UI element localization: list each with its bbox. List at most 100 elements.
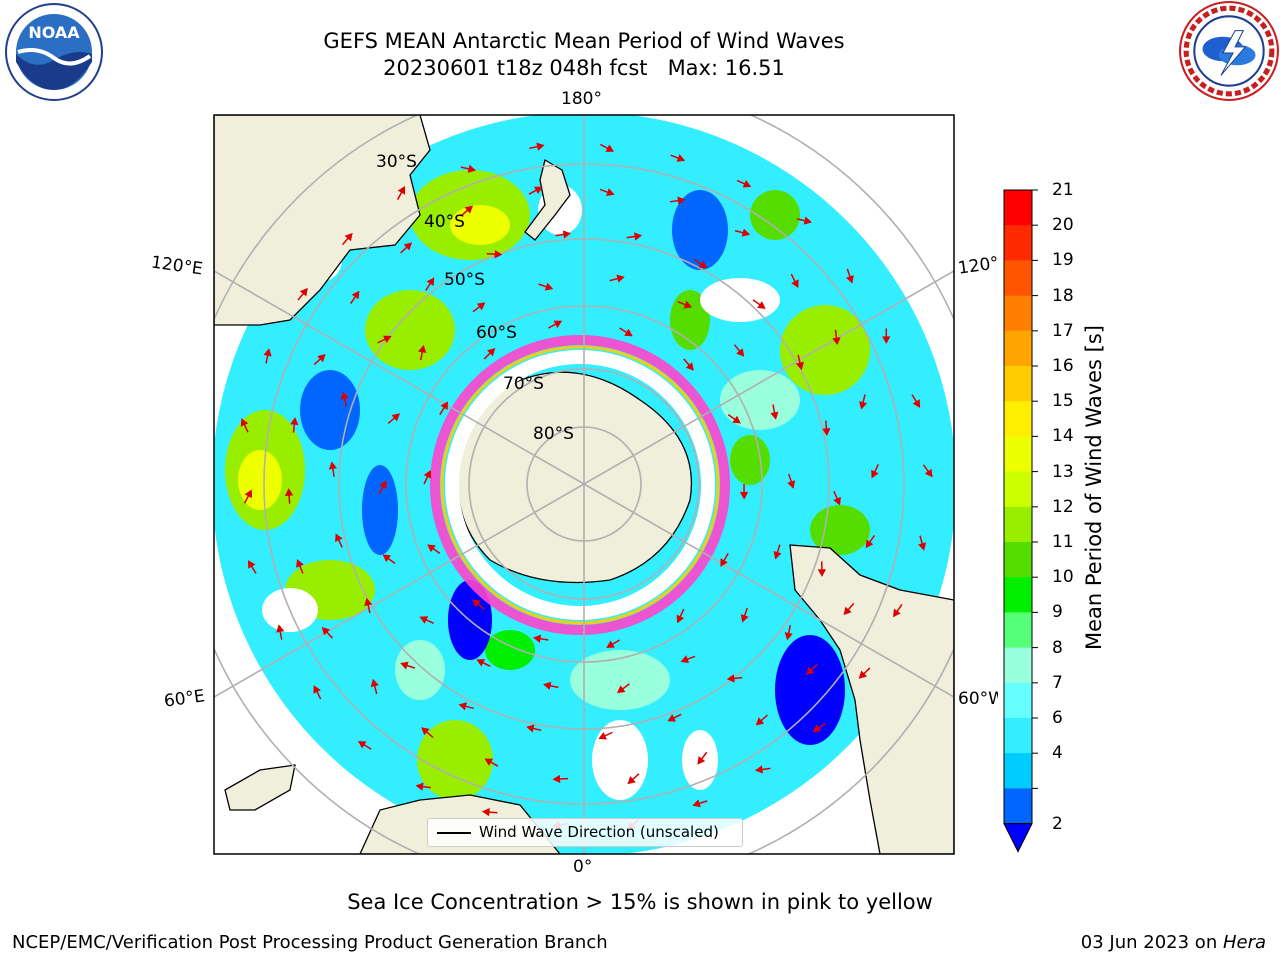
- colorbar-tick-label: 11: [1052, 532, 1074, 552]
- wave-arrow-head: [817, 569, 827, 577]
- latitude-label-80s: 80°S: [533, 424, 574, 444]
- wave-arrow-head: [754, 765, 764, 774]
- colorbar-tick-label: 12: [1052, 496, 1074, 517]
- colorbar-bin: [1004, 506, 1032, 543]
- wave-arrow-head: [865, 539, 874, 549]
- colorbar-tick-label: 6: [1052, 708, 1063, 728]
- wave-arrow-head: [732, 415, 741, 424]
- graticule: [214, 115, 954, 854]
- colorbar-bin: [1004, 612, 1032, 649]
- wave-arrow-head: [328, 461, 337, 470]
- colorbar-bin: [1004, 330, 1032, 367]
- wave-arrow-head: [918, 542, 927, 551]
- meridian-label-60w: 60°W: [958, 689, 998, 709]
- wave-arrow-head: [676, 614, 685, 624]
- wave-arrow-head: [421, 727, 430, 736]
- wave-arrow-head: [685, 362, 694, 371]
- legend-label: Wind Wave Direction (unscaled): [479, 823, 719, 841]
- wave-arrow-head: [526, 724, 535, 733]
- colorbar-tick-label: 13: [1052, 461, 1074, 482]
- wave-arrow-head: [290, 417, 299, 426]
- colorbar-bin: [1004, 753, 1032, 789]
- meridian-label-180: 180°: [561, 89, 602, 109]
- wave-arrow-head: [357, 741, 367, 749]
- wave-arrow-head: [755, 717, 765, 726]
- madagascar-land: [224, 764, 296, 811]
- wave-arrow-head: [440, 401, 449, 410]
- wave-arrow-head: [533, 634, 542, 643]
- wave-arrow-head: [263, 348, 272, 357]
- wave-arrow-head: [859, 401, 868, 410]
- wave-arrow-head: [846, 275, 854, 284]
- colorbar-tick-label: 14: [1052, 426, 1074, 447]
- wave-arrow-head: [534, 186, 543, 194]
- wave-arrow-head: [467, 164, 476, 173]
- colorbar-tick-label: 7: [1052, 672, 1063, 693]
- wave-arrow-head: [494, 250, 503, 259]
- wave-arrow-head: [313, 685, 321, 694]
- wave-arrow-head: [244, 489, 252, 499]
- wave-arrow-head: [423, 470, 432, 479]
- wave-arrow-head: [624, 328, 633, 337]
- colorbar-bin: [1004, 788, 1032, 825]
- colorbar-bin: [1004, 647, 1032, 684]
- wave-arrow-head: [742, 179, 752, 188]
- wave-arrow-head: [627, 776, 636, 785]
- colorbar-bin: [1004, 366, 1032, 402]
- wave-arrow-head: [476, 659, 486, 667]
- latitude-label-50s: 50°S: [444, 270, 485, 290]
- wave-arrow-head: [692, 799, 701, 808]
- latitude-label-60s: 60°S: [476, 323, 517, 343]
- date-stamp: 03 Jun 2023 on Hera: [1081, 932, 1266, 953]
- wave-arrow-head: [370, 678, 379, 688]
- wave-arrow-head: [683, 300, 693, 309]
- wave-arrow-head: [770, 411, 779, 420]
- wave-arrow-head: [741, 228, 751, 237]
- wave-arrow-head: [740, 614, 749, 623]
- colorbar-tick-label: 2: [1052, 813, 1063, 834]
- wave-arrow-head: [667, 714, 676, 722]
- wave-arrow-head: [562, 230, 571, 239]
- date-text: 03 Jun 2023 on: [1080, 932, 1223, 953]
- latitude-label-70s: 70°S: [503, 374, 544, 394]
- latitude-label-40s: 40°S: [424, 212, 465, 232]
- colorbar-extend-arrow: [1003, 823, 1033, 853]
- wave-arrow-head: [382, 554, 392, 563]
- south-america-land: [789, 544, 954, 854]
- wave-arrow-head: [351, 290, 360, 300]
- wave-arrow-head: [616, 274, 625, 283]
- wave-arrow-head: [736, 348, 745, 357]
- latitude-label-30s: 30°S: [376, 152, 417, 172]
- wave-arrow-head: [299, 287, 308, 297]
- wave-arrow-head: [720, 558, 728, 567]
- wave-arrow-head: [882, 336, 891, 344]
- colorbar-tick-label: 10: [1052, 567, 1074, 588]
- chart-title: GEFS MEAN Antarctic Mean Period of Wind …: [323, 29, 845, 53]
- wave-arrow-head: [598, 731, 607, 740]
- wave-arrow-head: [805, 666, 815, 676]
- wave-arrow-head: [419, 616, 429, 624]
- colorbar-tick-label: 15: [1052, 391, 1074, 412]
- wave-arrow-head: [284, 488, 294, 496]
- colorbar-bin: [1004, 436, 1032, 473]
- wave-period-patches: [225, 170, 870, 800]
- wave-arrow-head: [296, 559, 304, 568]
- colorbar-tick-label: 19: [1052, 250, 1074, 271]
- wave-arrow-head: [605, 144, 615, 152]
- meridian-label-0: 0°: [573, 857, 593, 877]
- wave-arrow-head: [606, 188, 615, 197]
- wave-arrow-head: [787, 480, 796, 489]
- wave-arrow-head: [553, 320, 563, 328]
- colorbar-tick-label: 21: [1052, 180, 1074, 200]
- australia-land: [214, 115, 431, 326]
- wave-arrow-head: [843, 606, 852, 616]
- wave-arrow-head: [795, 361, 804, 371]
- colorbar-tick-label: 20: [1052, 215, 1074, 236]
- wave-arrow-head: [481, 807, 490, 817]
- wave-arrow-head: [757, 301, 766, 309]
- wave-arrow-head: [400, 661, 409, 670]
- legend-line-swatch: [437, 832, 471, 834]
- wave-arrow-head: [379, 480, 387, 489]
- wave-arrow-head: [552, 774, 561, 784]
- wave-arrow-head: [464, 205, 474, 214]
